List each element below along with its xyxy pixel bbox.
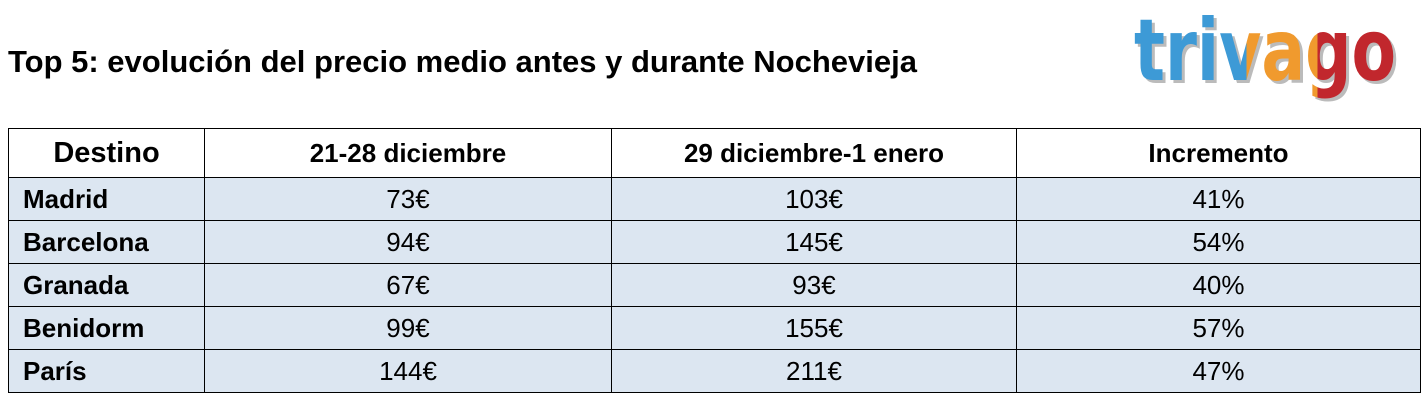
column-header: 29 diciembre-1 enero [611, 128, 1017, 178]
table-row: Granada 67€ 93€ 40% [8, 263, 1421, 307]
table-cell: 93€ [611, 263, 1017, 307]
table-row: Barcelona 94€ 145€ 54% [8, 220, 1421, 264]
table-cell: 211€ [611, 349, 1017, 393]
table-row: Benidorm 99€ 155€ 57% [8, 306, 1421, 350]
logo-shadow: trivago [1137, 6, 1399, 104]
table-cell: 99€ [204, 306, 612, 350]
table-cell: 145€ [611, 220, 1017, 264]
row-label: Madrid [8, 177, 205, 221]
row-label: Benidorm [8, 306, 205, 350]
table-cell: 67€ [204, 263, 612, 307]
row-label: Barcelona [8, 220, 205, 264]
table-cell: 144€ [204, 349, 612, 393]
table-cell: 155€ [611, 306, 1017, 350]
price-table: Destino 21-28 diciembre 29 diciembre-1 ene… [8, 128, 1421, 393]
logo: trivago trivago [1134, 6, 1399, 104]
table-row: Madrid 73€ 103€ 41% [8, 177, 1421, 221]
column-header: Destino [8, 128, 205, 178]
table-body: Madrid 73€ 103€ 41% Barcelona 94€ 145€ 54% Grana… [8, 177, 1421, 393]
table-cell: 57% [1016, 306, 1421, 350]
row-label: Granada [8, 263, 205, 307]
table-cell: 54% [1016, 220, 1421, 264]
table-cell: 40% [1016, 263, 1421, 307]
table-cell: 103€ [611, 177, 1017, 221]
table-cell: 73€ [204, 177, 612, 221]
logo-text: trivago [1134, 6, 1396, 101]
column-header: Incremento [1016, 128, 1421, 178]
header-row: Destino 21-28 diciembre 29 diciembre-1 ene… [8, 128, 1421, 178]
table-cell: 41% [1016, 177, 1421, 221]
table-cell: 47% [1016, 349, 1421, 393]
title: Top 5: evolución del precio medio antes … [8, 44, 917, 79]
column-header: 21-28 diciembre [204, 128, 612, 178]
table-row: París 144€ 211€ 47% [8, 349, 1421, 393]
row-label: París [8, 349, 205, 393]
table-cell: 94€ [204, 220, 612, 264]
